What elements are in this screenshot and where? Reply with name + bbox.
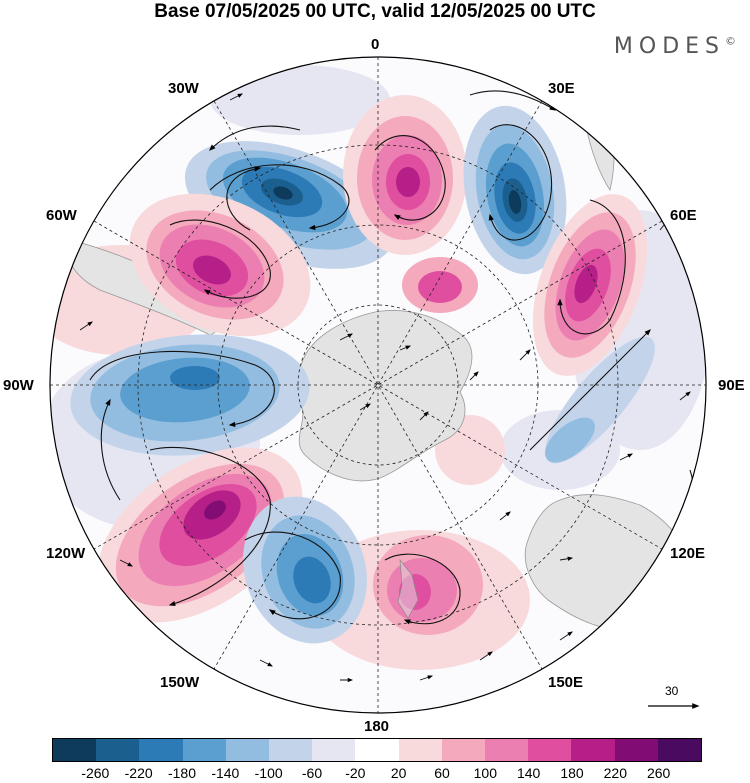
colorbar-swatch bbox=[528, 739, 572, 761]
lon-label-90e: 90E bbox=[718, 377, 745, 394]
colorbar-ticks: -260 -220 -180 -140 -100 -60 -20 20 60 100 140 180 2… bbox=[52, 765, 702, 783]
colorbar-tick-label: -260 bbox=[81, 765, 110, 781]
colorbar-tick-label: -100 bbox=[254, 765, 283, 781]
colorbar-tick-label: -60 bbox=[301, 765, 323, 781]
colorbar-swatch bbox=[485, 739, 529, 761]
colorbar-swatch bbox=[657, 739, 702, 761]
lon-label-30e: 30E bbox=[548, 80, 575, 97]
colorbar-swatch bbox=[96, 739, 140, 761]
page-title: Base 07/05/2025 00 UTC, valid 12/05/2025… bbox=[154, 1, 596, 22]
colorbar-tick-label: 220 bbox=[603, 765, 628, 781]
trough-indian-west bbox=[463, 105, 567, 275]
map-disk bbox=[50, 57, 706, 713]
brand-mark: © bbox=[725, 34, 736, 48]
colorbar-tick-label: 260 bbox=[646, 765, 671, 781]
colorbar-tick-label: 180 bbox=[560, 765, 584, 781]
lon-label-150e: 150E bbox=[548, 674, 584, 691]
lon-label-120w: 120W bbox=[46, 545, 86, 562]
vector-scale-label: 30 bbox=[665, 684, 679, 698]
lon-label-60w: 60W bbox=[46, 207, 77, 224]
antarctica-land bbox=[296, 310, 473, 482]
colorbar-swatch bbox=[441, 739, 486, 761]
colorbar-tick-label: 60 bbox=[434, 765, 450, 781]
lon-label-150w: 150W bbox=[160, 674, 200, 691]
colorbar-swatch bbox=[139, 739, 183, 761]
colorbar-tick-label: 100 bbox=[473, 765, 498, 781]
colorbar-tick-label: 20 bbox=[390, 765, 407, 781]
colorbar-tick-label: -180 bbox=[167, 765, 197, 781]
lon-label-180: 180 bbox=[364, 718, 390, 735]
trough-southeast-pacific bbox=[70, 334, 310, 456]
colorbar-tick-label: 140 bbox=[516, 765, 541, 781]
brand-text: MODES bbox=[613, 34, 725, 59]
new-zealand-land bbox=[397, 558, 419, 619]
trough-ross-sea bbox=[243, 496, 367, 644]
colorbar-tick-label: -220 bbox=[124, 765, 153, 781]
ridge-indian bbox=[532, 194, 648, 376]
lon-label-0: 0 bbox=[371, 36, 380, 53]
lon-label-90w: 90W bbox=[3, 377, 34, 394]
colorbar-swatch bbox=[355, 739, 399, 761]
lon-label-60e: 60E bbox=[670, 207, 697, 224]
colorbar-swatch bbox=[398, 739, 442, 761]
colorbar-swatch bbox=[269, 739, 313, 761]
wind-streamlines bbox=[89, 90, 695, 625]
colorbar-swatch bbox=[182, 739, 226, 761]
lon-label-30w: 30W bbox=[168, 80, 199, 97]
colorbar-tick-label: -20 bbox=[345, 765, 366, 781]
colorbar-swatch bbox=[53, 739, 97, 761]
modes-logo: MODES© bbox=[614, 34, 736, 59]
colorbar-swatch bbox=[571, 739, 615, 761]
map-border bbox=[49, 56, 707, 714]
ridge-south-of-africa bbox=[343, 95, 467, 255]
colorbar-swatch bbox=[614, 739, 658, 761]
colorbar-tick-label: -140 bbox=[211, 765, 240, 781]
ridge-south-america bbox=[129, 193, 311, 337]
colorbar-swatch bbox=[225, 739, 270, 761]
colorbar-swatch bbox=[312, 739, 356, 761]
graticule bbox=[50, 57, 706, 713]
colorbar bbox=[52, 738, 702, 762]
lon-label-120e: 120E bbox=[670, 545, 706, 562]
